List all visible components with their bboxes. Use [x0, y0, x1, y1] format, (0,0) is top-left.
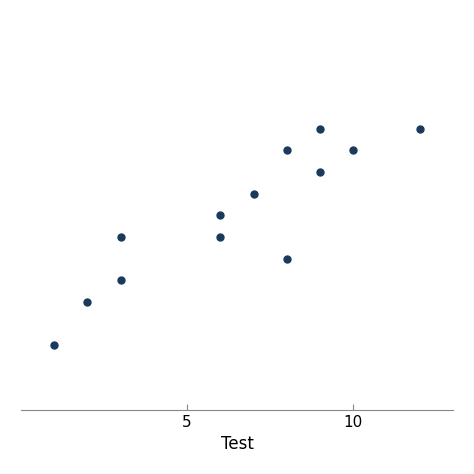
Point: [416, 125, 424, 133]
Point: [217, 211, 224, 219]
Point: [217, 233, 224, 241]
Point: [316, 168, 324, 176]
X-axis label: Test: Test: [220, 435, 254, 453]
Point: [50, 341, 58, 349]
Point: [117, 233, 124, 241]
Point: [316, 125, 324, 133]
Point: [83, 298, 91, 306]
Point: [283, 255, 291, 262]
Point: [283, 146, 291, 154]
Point: [117, 276, 124, 284]
Point: [250, 190, 257, 198]
Point: [350, 146, 357, 154]
